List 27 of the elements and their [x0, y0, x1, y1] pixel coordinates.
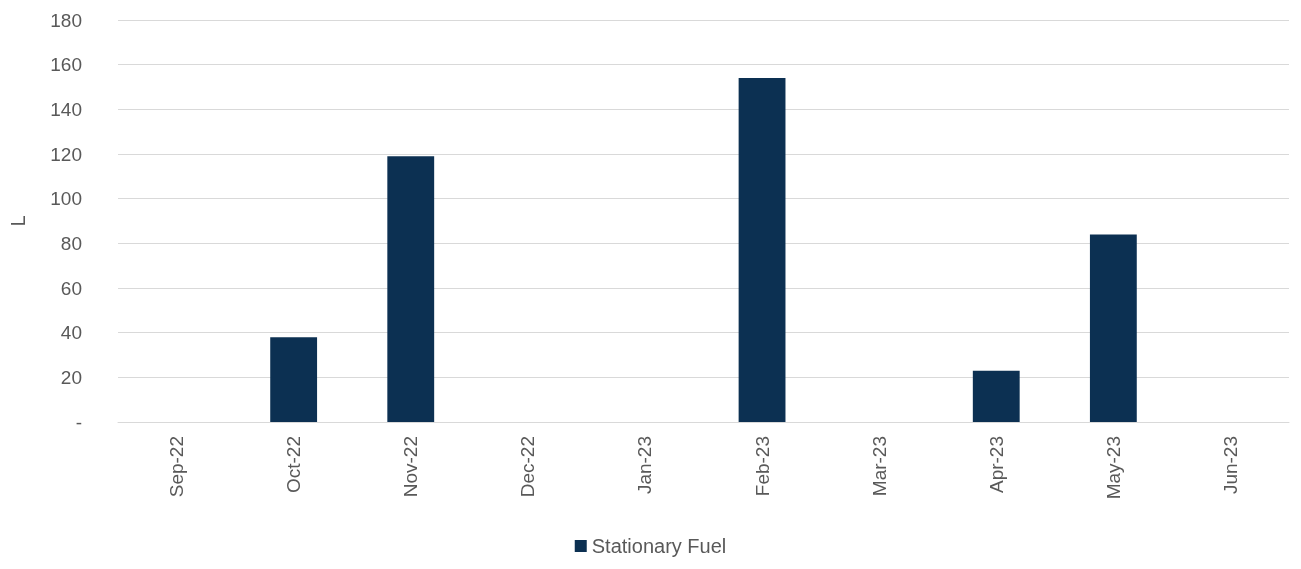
y-axis-title: L [7, 215, 29, 227]
y-tick-label: 180 [50, 9, 82, 31]
y-tick-label: 100 [50, 188, 82, 210]
x-tick-label: Jun-23 [1219, 436, 1241, 495]
bar [972, 370, 1020, 422]
x-tick-label: Feb-23 [751, 436, 773, 497]
x-tick-label: Apr-23 [985, 436, 1007, 494]
x-tick-label: Oct-22 [283, 436, 305, 494]
x-tick-label: Mar-23 [868, 436, 890, 497]
legend-label: Stationary Fuel [591, 535, 727, 557]
y-tick-label: 140 [50, 98, 82, 120]
x-tick-label: Jan-23 [634, 436, 656, 495]
x-tick-label: Dec-22 [517, 436, 539, 498]
y-tick-label: 80 [60, 232, 82, 254]
bar [1089, 234, 1137, 422]
y-tick-label: 40 [60, 322, 82, 344]
y-tick-label: 160 [50, 54, 82, 76]
bar [387, 156, 435, 422]
y-tick-label: 20 [60, 366, 82, 388]
x-tick-label: Nov-22 [400, 436, 422, 498]
y-tick-label: 60 [60, 277, 82, 299]
bar [738, 78, 786, 422]
y-tick-label: 120 [50, 143, 82, 165]
bar [270, 337, 318, 422]
x-tick-label: May-23 [1102, 436, 1124, 500]
x-tick-label: Sep-22 [166, 436, 188, 498]
y-tick-label: - [75, 411, 82, 433]
